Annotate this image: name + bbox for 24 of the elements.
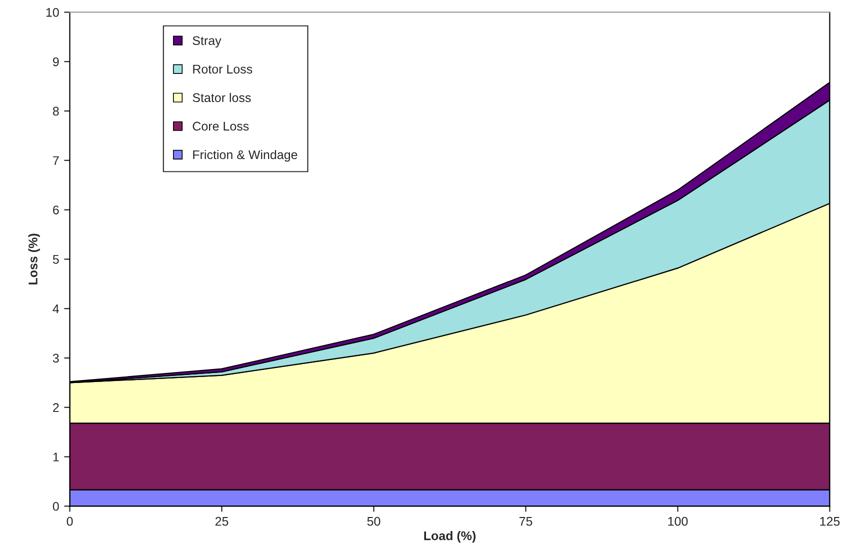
x-tick-label: 50 (367, 516, 380, 526)
x-tick-label: 0 (66, 516, 73, 526)
legend-label: Friction & Windage (193, 150, 298, 162)
y-tick-label: 1 (53, 452, 59, 462)
y-tick-label: 6 (53, 206, 59, 214)
x-tick-label: 25 (215, 516, 228, 526)
x-tick-label: 100 (668, 516, 688, 526)
y-tick-label: 9 (53, 57, 59, 66)
y-tick-label: 8 (52, 106, 59, 116)
y-tick-label: 5 (52, 255, 59, 264)
y-tick-label: 10 (46, 8, 59, 17)
x-tick-label: 125 (820, 516, 840, 526)
y-tick-label: 3 (52, 354, 59, 363)
legend-label: Rotor Loss (193, 64, 252, 74)
legend-label: Stray (192, 36, 222, 48)
y-tick-label: 7 (53, 156, 59, 165)
y-tick-label: 4 (52, 304, 59, 314)
legend-label: Core Loss (192, 122, 249, 131)
x-axis-title: Load (%) (424, 531, 476, 543)
y-tick-label: 0 (52, 502, 59, 511)
x-tick-label: 75 (519, 517, 532, 526)
legend-label: Stator loss (192, 92, 251, 102)
y-tick-label: 2 (53, 403, 59, 412)
y-axis-title: Loss (%) (28, 234, 40, 284)
